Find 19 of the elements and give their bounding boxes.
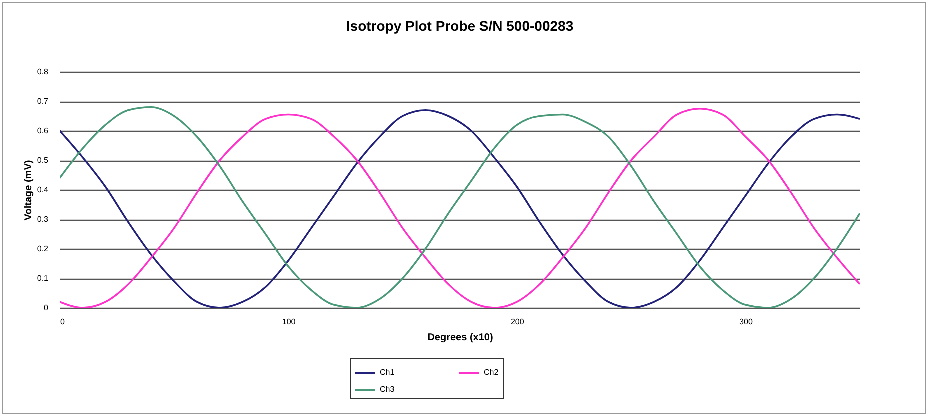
y-tick-label: 0.5 xyxy=(37,156,50,165)
x-tick-label: 100 xyxy=(282,318,296,326)
y-tick-label: 0.8 xyxy=(37,68,50,76)
x-tick-label: 300 xyxy=(740,318,754,326)
x-axis-title: Degrees (x10) xyxy=(428,332,494,344)
y-tick-label: 0 xyxy=(44,304,50,312)
y-tick-label: 0.2 xyxy=(37,244,50,254)
legend-label: Ch3 xyxy=(380,385,396,394)
y-tick-label: 0.3 xyxy=(37,215,50,224)
y-tick-label: 0.1 xyxy=(37,274,50,283)
legend-label: Ch2 xyxy=(484,368,500,377)
x-tick-label: 0 xyxy=(60,318,66,326)
y-tick-label: 0.7 xyxy=(37,97,50,106)
legend-label: Ch1 xyxy=(380,368,396,377)
x-tick-label: 200 xyxy=(510,318,525,326)
y-tick-label: 0.6 xyxy=(37,126,50,136)
y-axis-title: Voltage (mV) xyxy=(23,160,34,221)
y-tick-label: 0.4 xyxy=(37,186,50,194)
chart-title: Isotropy Plot Probe S/N 500-00283 xyxy=(346,18,574,34)
